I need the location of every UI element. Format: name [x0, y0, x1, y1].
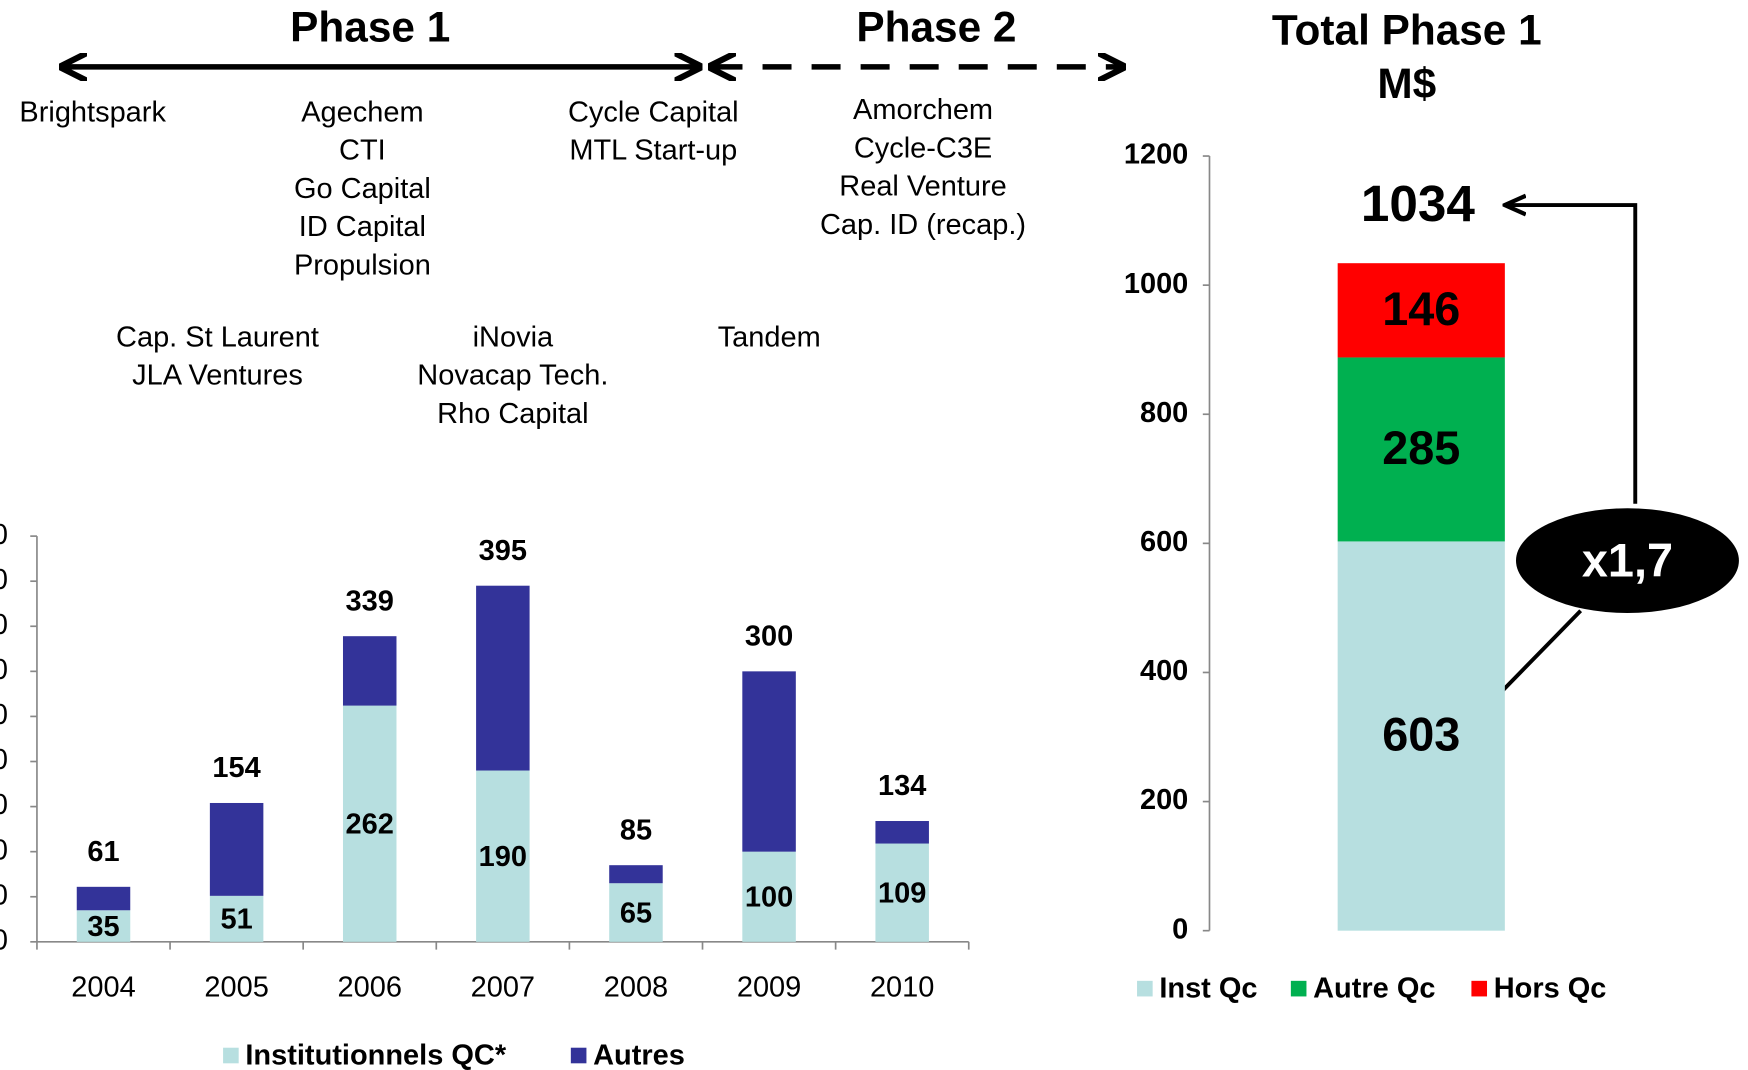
y-tick-label: 250: [0, 699, 8, 731]
legend-swatch: [1137, 980, 1153, 997]
fund-name: MTL Start-up: [569, 135, 737, 167]
value-label: 35: [87, 911, 119, 943]
fund-name: Amorchem: [853, 94, 993, 126]
bar-segment: [609, 883, 663, 942]
y-tick-label: 400: [1140, 655, 1188, 687]
x-tick-label: 2004: [71, 971, 135, 1003]
bar-segment: [342, 636, 397, 706]
x-tick-label: 2008: [604, 971, 668, 1003]
total-label: 134: [878, 770, 926, 802]
legend-label: Autres: [593, 1039, 685, 1070]
total-label: 85: [620, 814, 652, 846]
total-label: 61: [87, 836, 119, 868]
annotation-bubble: [1516, 508, 1739, 614]
fund-name: Cycle Capital: [568, 96, 739, 128]
bar-segment: [1337, 357, 1505, 542]
x-tick-label: 2005: [204, 971, 268, 1003]
bar-segment: [476, 585, 530, 771]
annotation: x1,7: [1582, 534, 1673, 586]
y-tick-label: 100: [0, 834, 8, 866]
x-tick-label: 2007: [471, 971, 535, 1003]
value-label: 262: [346, 809, 394, 841]
y-tick-label: 450: [0, 519, 8, 551]
chart-title: M$: [1377, 60, 1436, 107]
fund-name: Cap. ID (recap.): [820, 209, 1026, 241]
value-label: 51: [221, 904, 253, 936]
value-label: 603: [1382, 709, 1460, 761]
fund-name: Real Venture: [839, 171, 1006, 203]
bar-segment: [875, 821, 929, 844]
bar-segment: [875, 843, 929, 942]
value-label: 285: [1382, 422, 1460, 474]
fund-name: Novacap Tech.: [417, 360, 608, 392]
bar-segment: [476, 770, 530, 942]
bar-segment: [742, 851, 796, 942]
fund-name: Tandem: [718, 321, 821, 353]
bar-segment: [609, 865, 663, 884]
fund-name: Propulsion: [294, 249, 431, 281]
fund-name: Agechem: [301, 96, 423, 128]
bar-segment: [76, 910, 131, 942]
bar-segment: [209, 895, 264, 942]
y-tick-label: 50: [0, 879, 8, 911]
fund-name: Rho Capital: [437, 398, 588, 430]
legend-swatch: [1290, 980, 1307, 997]
fund-name: Go Capital: [294, 173, 431, 205]
y-tick-label: 200: [0, 744, 8, 776]
value-label: 109: [878, 878, 926, 910]
y-tick-label: 0: [1172, 913, 1188, 945]
phase-title: Phase 1: [290, 3, 450, 50]
chart-title: Total Phase 1: [1272, 7, 1542, 54]
value-label: 100: [745, 882, 793, 914]
fund-name: iNovia: [473, 321, 554, 353]
bar-segment: [342, 705, 397, 942]
fund-name: JLA Ventures: [132, 360, 303, 392]
fund-name: Cap. St Laurent: [116, 321, 319, 353]
legend-label: Institutionnels QC*: [245, 1039, 506, 1070]
y-tick-label: 600: [1140, 526, 1188, 558]
legend-label: Autre Qc: [1313, 972, 1435, 1004]
fund-name: CTI: [339, 135, 386, 167]
phase-title: Phase 2: [856, 3, 1016, 50]
y-tick-label: 350: [0, 609, 8, 641]
legend-label: Hors Qc: [1494, 972, 1607, 1004]
y-tick-label: 300: [0, 654, 8, 686]
bar-segment: [1337, 263, 1505, 358]
y-tick-label: 200: [1140, 784, 1188, 816]
total-label: 300: [745, 621, 793, 653]
total-label: 154: [212, 752, 260, 784]
bar-segment: [209, 802, 264, 896]
x-tick-label: 2009: [737, 971, 801, 1003]
x-tick-label: 2006: [338, 971, 402, 1003]
legend-swatch: [1471, 980, 1488, 997]
bar-segment: [742, 671, 796, 852]
annotation-arrow: [1507, 205, 1638, 504]
y-tick-label: 1000: [1124, 268, 1188, 300]
total-label: 395: [479, 535, 527, 567]
value-label: 190: [479, 841, 527, 873]
fund-name: Cycle-C3E: [854, 132, 992, 164]
total-label: 1034: [1361, 175, 1476, 232]
x-tick-label: 2010: [870, 971, 934, 1003]
value-label: 146: [1382, 283, 1460, 335]
total-label: 339: [346, 585, 394, 617]
fund-name: Brightspark: [19, 96, 166, 128]
y-tick-label: 1200: [1124, 139, 1188, 171]
bar-segment: [76, 886, 131, 911]
y-tick-label: 0: [0, 924, 8, 956]
value-label: 65: [620, 897, 652, 929]
legend-label: Inst Qc: [1159, 972, 1257, 1004]
legend-swatch: [223, 1047, 239, 1064]
y-tick-label: 400: [0, 564, 8, 596]
y-tick-label: 150: [0, 789, 8, 821]
fund-name: ID Capital: [299, 211, 426, 243]
legend-swatch: [570, 1047, 587, 1064]
y-tick-label: 800: [1140, 397, 1188, 429]
bar-segment: [1337, 541, 1505, 931]
